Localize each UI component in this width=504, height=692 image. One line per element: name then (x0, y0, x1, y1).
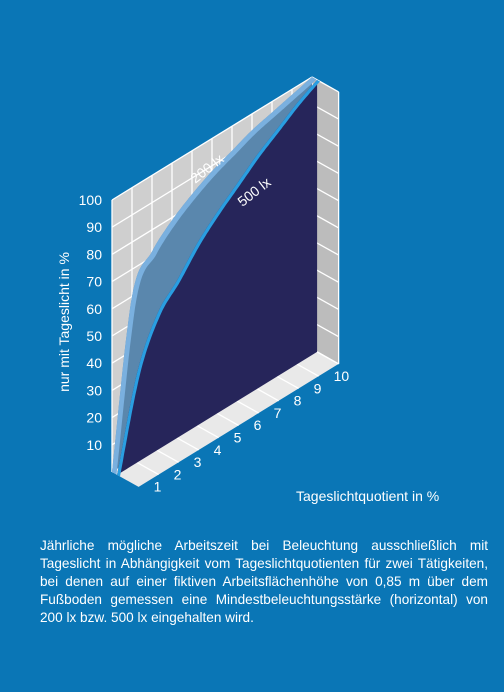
x-tick-label: 7 (274, 405, 282, 421)
y-tick-label: 10 (86, 437, 102, 453)
y-tick-label: 50 (86, 328, 102, 344)
y-tick-label: 20 (86, 410, 102, 426)
grid-line-back-horizontal (111, 76, 313, 201)
series-500-lx: 500 lx (117, 79, 320, 477)
x-tick-label: 8 (294, 393, 302, 409)
series-500-lx-body (117, 79, 318, 475)
y-tick-labels: 10 20 30 40 50 60 70 80 90 100 (79, 192, 103, 453)
y-tick-label: 80 (86, 246, 102, 262)
y-tick-label: 40 (86, 355, 102, 371)
x-tick-label: 1 (154, 479, 162, 495)
x-tick-label: 3 (194, 454, 202, 470)
y-tick-label: 90 (86, 219, 102, 235)
x-tick-label: 9 (314, 380, 322, 396)
y-axis-title: nur mit Tageslicht in % (56, 252, 72, 392)
y-tick-label: 70 (86, 274, 102, 290)
x-axis-title: Tageslichtquotient in % (296, 488, 439, 504)
x-tick-label: 6 (254, 417, 262, 433)
figure-caption: Jährliche mögliche Arbeitszeit bei Beleu… (40, 538, 488, 625)
x-tick-label: 2 (174, 466, 182, 482)
y-tick-label: 30 (86, 382, 102, 398)
y-tick-label: 60 (86, 301, 102, 317)
y-tick-label: 100 (79, 192, 103, 208)
x-tick-label: 10 (334, 368, 350, 384)
x-tick-label: 5 (234, 430, 242, 446)
x-tick-label: 4 (214, 442, 222, 458)
